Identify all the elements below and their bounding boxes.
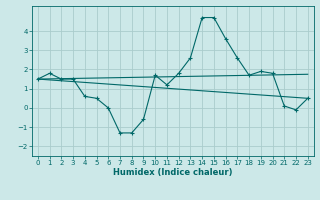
X-axis label: Humidex (Indice chaleur): Humidex (Indice chaleur) [113, 168, 233, 177]
